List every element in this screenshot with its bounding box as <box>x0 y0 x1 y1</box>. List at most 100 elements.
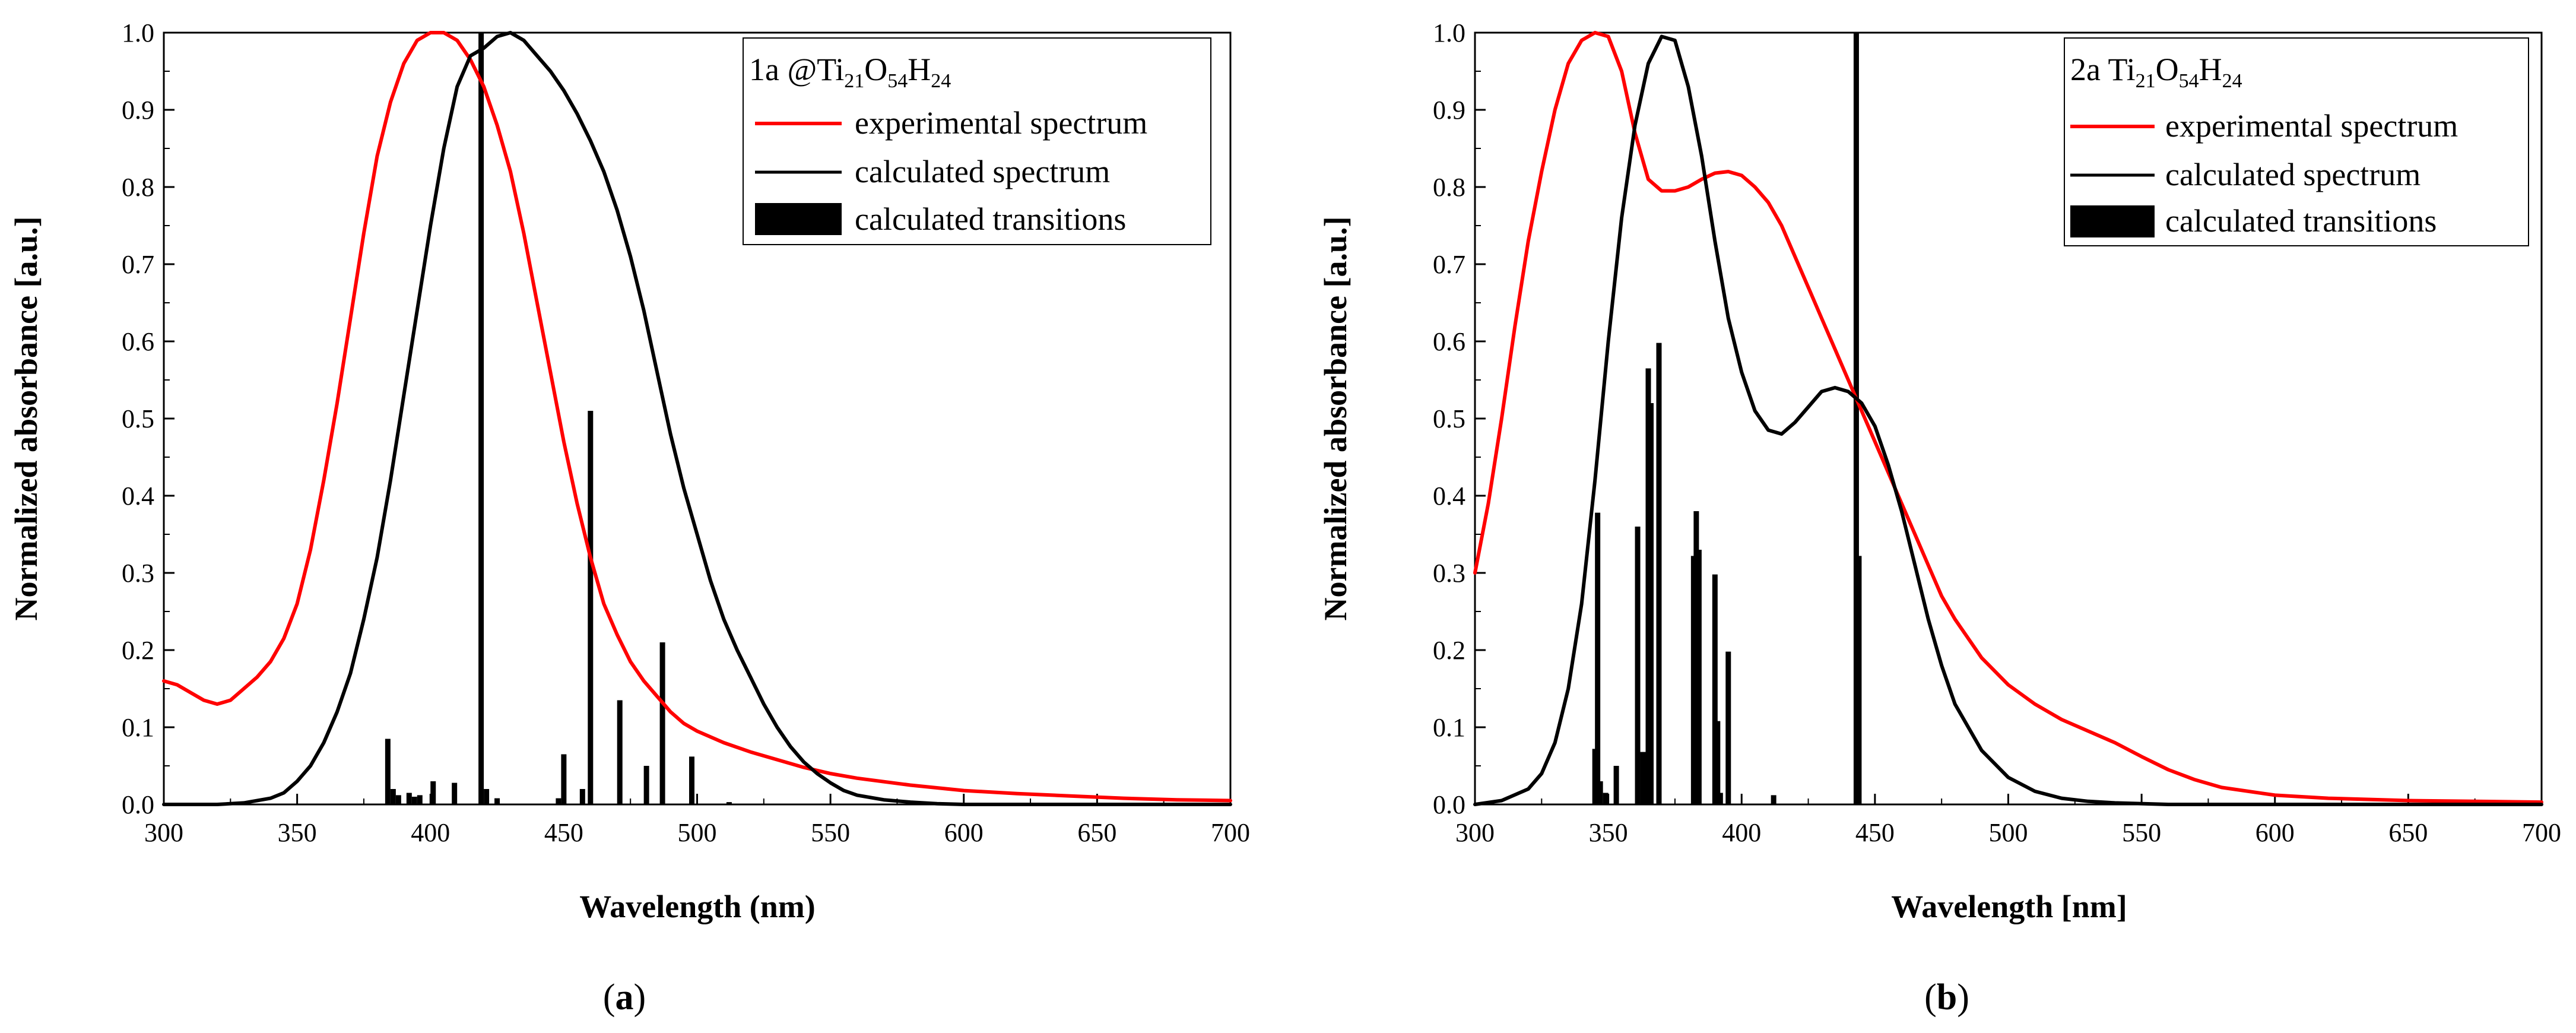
x-tick-label: 550 <box>2122 818 2161 847</box>
y-ticks: 0.0 0.1 0.2 0.3 0.4 0.5 0.6 0.7 0.8 0.9 1.0 <box>122 18 175 819</box>
legend-label-transitions: calculated transitions <box>855 201 1126 237</box>
y-axis-label: Normalized absorbance [a.u.] <box>8 217 44 621</box>
x-axis-label: Wavelength [nm] <box>1891 889 2127 924</box>
y-tick-label: 0.5 <box>1433 404 1465 433</box>
transitions-bars <box>1592 33 1862 804</box>
transition-bar <box>617 700 623 804</box>
legend-title: 1a @Ti21O54H24 <box>749 52 951 92</box>
x-tick-label: 400 <box>1722 818 1761 847</box>
x-ticks: 300 350 400 450 500 550 600 650 700 <box>144 794 1250 847</box>
x-axis-label: Wavelength (nm) <box>579 889 816 924</box>
transition-bar <box>1613 766 1619 804</box>
y-tick-label: 0.9 <box>122 96 154 125</box>
y-tick-label: 1.0 <box>122 18 154 47</box>
x-tick-label: 300 <box>1455 818 1495 847</box>
y-tick-label: 0.9 <box>1433 96 1465 125</box>
y-tick-label: 0.8 <box>122 173 154 202</box>
x-tick-label: 400 <box>411 818 450 847</box>
transition-bar <box>588 411 594 804</box>
y-tick-label: 1.0 <box>1433 18 1465 47</box>
legend: 1a @Ti21O54H24 experimental spectrum cal… <box>743 37 1211 245</box>
legend-label-transitions: calculated transitions <box>2165 203 2437 239</box>
transition-bar <box>643 766 649 804</box>
transitions-bars <box>385 33 732 804</box>
transition-bar <box>726 802 732 804</box>
legend-label-calculated: calculated spectrum <box>855 154 1110 189</box>
x-ticks: 300 350 400 450 500 550 600 650 700 <box>1455 794 2561 847</box>
x-tick-label: 650 <box>2388 818 2428 847</box>
series-lines <box>1473 31 2543 806</box>
legend-label-calculated: calculated spectrum <box>2165 157 2420 192</box>
x-tick-label: 650 <box>1077 818 1116 847</box>
y-tick-label: 0.3 <box>1433 559 1465 588</box>
y-tick-label: 0.2 <box>122 636 154 665</box>
calculated-spectrum-line <box>1473 34 2543 806</box>
experimental-spectrum-line <box>1473 31 2543 804</box>
transition-bar <box>395 795 401 804</box>
transition-bar <box>385 739 391 804</box>
x-tick-label: 450 <box>1855 818 1895 847</box>
transition-bar <box>1725 651 1731 804</box>
transition-bar <box>1656 343 1662 804</box>
y-tick-label: 0.6 <box>1433 327 1465 356</box>
transition-bar <box>1603 793 1609 804</box>
x-tick-label: 600 <box>944 818 984 847</box>
x-tick-label: 350 <box>278 818 317 847</box>
transition-bar <box>430 781 436 804</box>
y-ticks: 0.0 0.1 0.2 0.3 0.4 0.5 0.6 0.7 0.8 0.9 1.0 <box>1433 18 1486 819</box>
transition-bar <box>494 798 500 804</box>
transition-bar <box>417 795 423 804</box>
transition-bar <box>1715 721 1721 804</box>
transition-bar <box>579 789 585 804</box>
y-tick-label: 0.2 <box>1433 636 1465 665</box>
x-tick-label: 700 <box>1211 818 1250 847</box>
transition-bar <box>484 789 490 804</box>
transition-bar <box>556 798 561 804</box>
x-tick-label: 350 <box>1589 818 1628 847</box>
y-tick-label: 0.3 <box>122 559 154 588</box>
transition-bar <box>561 754 567 804</box>
x-tick-label: 600 <box>2255 818 2295 847</box>
transition-bar <box>1853 33 1859 804</box>
y-tick-label: 0.1 <box>122 713 154 742</box>
y-tick-label: 0.4 <box>1433 481 1465 511</box>
legend-swatch-transitions <box>2070 205 2155 237</box>
experimental-spectrum-line <box>162 31 1232 803</box>
x-tick-label: 500 <box>1989 818 2028 847</box>
x-tick-label: 500 <box>678 818 717 847</box>
y-tick-label: 0.7 <box>122 250 154 279</box>
transition-bar <box>1648 403 1654 804</box>
y-tick-label: 0.0 <box>1433 790 1465 819</box>
transition-bar <box>1717 793 1723 804</box>
legend-swatch-transitions <box>755 203 842 235</box>
y-tick-label: 0.5 <box>122 404 154 433</box>
legend-label-experimental: experimental spectrum <box>855 105 1147 141</box>
series-lines <box>162 31 1232 806</box>
x-tick-label: 450 <box>544 818 583 847</box>
panel-label: (a) <box>603 977 646 1018</box>
transition-bar <box>390 789 396 804</box>
x-tick-label: 300 <box>144 818 183 847</box>
transition-bar <box>1712 574 1718 804</box>
transition-bar <box>1595 512 1601 804</box>
transition-bar <box>1856 556 1862 804</box>
panel-label: (b) <box>1924 977 1969 1018</box>
y-tick-label: 0.0 <box>122 790 154 819</box>
panel-a: 300 350 400 450 500 550 600 650 700 0.0 0.1 0.2 0.3… <box>8 18 1250 1018</box>
transition-bar <box>411 797 417 804</box>
legend-title: 2a Ti21O54H24 <box>2070 52 2242 92</box>
y-axis-label: Normalized absorbance [a.u.] <box>1318 217 1353 621</box>
transition-bar <box>406 793 412 804</box>
y-tick-label: 0.4 <box>122 481 154 511</box>
transition-bar <box>659 642 665 804</box>
x-tick-label: 550 <box>811 818 850 847</box>
legend: 2a Ti21O54H24 experimental spectrum calc… <box>2064 37 2529 246</box>
transition-bar <box>689 756 695 804</box>
y-tick-label: 0.8 <box>1433 173 1465 202</box>
transition-bar <box>1635 527 1641 804</box>
transition-bar <box>452 782 458 804</box>
panel-b: 300 350 400 450 500 550 600 650 700 0.0 0.1 0.2 0.3… <box>1318 18 2561 1018</box>
calculated-spectrum-line <box>162 31 1232 806</box>
y-tick-label: 0.1 <box>1433 713 1465 742</box>
x-tick-label: 700 <box>2522 818 2561 847</box>
